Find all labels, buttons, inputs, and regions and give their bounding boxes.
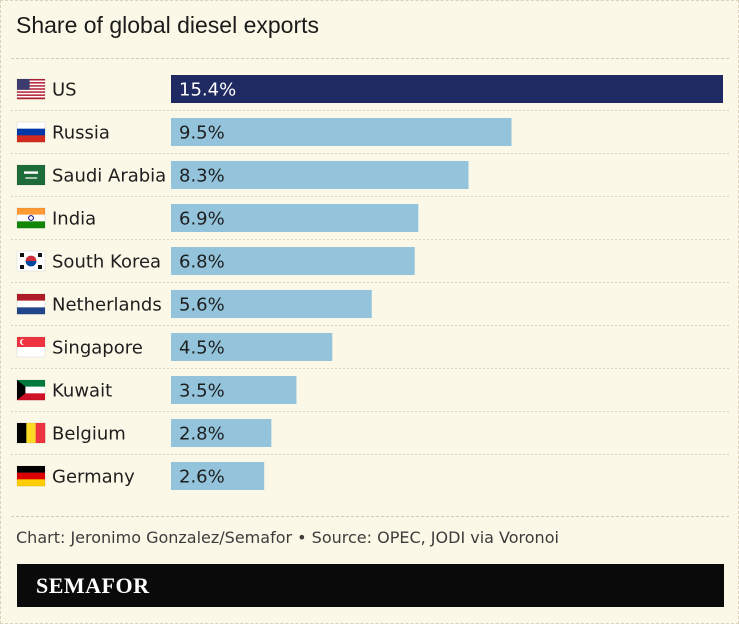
bar	[171, 247, 415, 275]
singapore-flag-icon	[16, 336, 46, 358]
category-label: Singapore	[52, 338, 143, 359]
footer-divider	[11, 516, 729, 517]
category-label: India	[52, 209, 96, 230]
bar	[171, 161, 469, 189]
bar-row-us: US 15.4%	[11, 75, 729, 111]
bar-row-russia: Russia 9.5%	[11, 118, 729, 154]
bar-row-germany: Germany 2.6%	[16, 462, 265, 490]
category-label: US	[52, 80, 77, 101]
value-label: 4.5%	[179, 338, 225, 359]
source-note: Chart: Jeronimo Gonzalez/Semafor • Sourc…	[16, 528, 559, 547]
saudi-arabia-flag-icon	[16, 164, 46, 186]
brand-bar: SEMAFOR	[17, 564, 724, 607]
bar	[171, 118, 512, 146]
category-label: Netherlands	[52, 295, 162, 316]
bar	[171, 290, 372, 318]
india-flag-icon	[16, 207, 46, 229]
value-label: 2.8%	[179, 424, 225, 445]
category-label: Russia	[52, 123, 110, 144]
russia-flag-icon	[16, 121, 46, 143]
value-label: 2.6%	[179, 467, 225, 488]
bar	[171, 75, 723, 103]
bar-row-belgium: Belgium 2.8%	[11, 419, 729, 455]
bar-chart: US 15.4% Russia 9.5% Saudi Arabia 8.3% India 6.…	[11, 75, 729, 490]
chart-title: Share of global diesel exports	[16, 12, 320, 38]
bar-row-kuwait: Kuwait 3.5%	[11, 376, 729, 412]
bar-row-netherlands: Netherlands 5.6%	[11, 290, 729, 326]
netherlands-flag-icon	[16, 293, 46, 315]
category-label: Germany	[52, 467, 135, 488]
bar	[171, 462, 265, 490]
bar	[171, 333, 333, 361]
value-label: 5.6%	[179, 295, 225, 316]
bar-row-saudi-arabia: Saudi Arabia 8.3%	[11, 161, 729, 197]
title-divider	[11, 58, 729, 59]
bar	[171, 376, 297, 404]
bar	[171, 419, 272, 447]
kuwait-flag-icon	[16, 379, 46, 401]
category-label: Kuwait	[52, 381, 112, 402]
value-label: 6.8%	[179, 252, 225, 273]
category-label: Saudi Arabia	[52, 166, 166, 187]
bar	[171, 204, 419, 232]
bar-row-south-korea: South Korea 6.8%	[11, 247, 729, 283]
us-flag-icon	[16, 78, 46, 100]
bar-row-singapore: Singapore 4.5%	[11, 333, 729, 369]
value-label: 6.9%	[179, 209, 225, 230]
bar-row-india: India 6.9%	[11, 204, 729, 240]
value-label: 15.4%	[179, 80, 236, 101]
belgium-flag-icon	[16, 422, 46, 444]
value-label: 8.3%	[179, 166, 225, 187]
germany-flag-icon	[16, 465, 46, 487]
category-label: South Korea	[52, 252, 161, 273]
value-label: 3.5%	[179, 381, 225, 402]
value-label: 9.5%	[179, 123, 225, 144]
south-korea-flag-icon	[16, 250, 46, 272]
category-label: Belgium	[52, 424, 126, 445]
semafor-logo: SEMAFOR	[36, 573, 150, 598]
